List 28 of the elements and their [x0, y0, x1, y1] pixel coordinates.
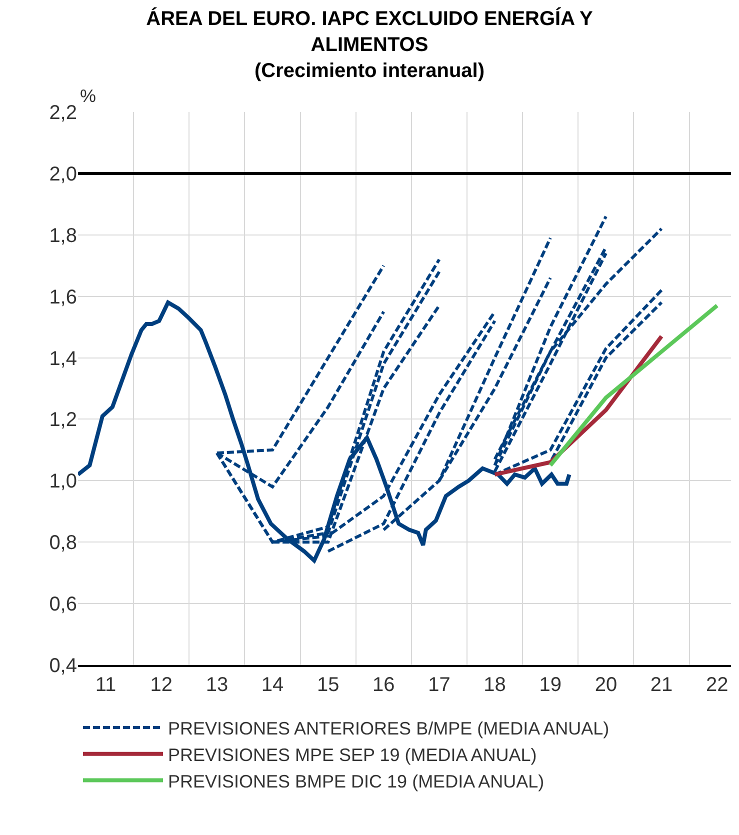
y-tick-label: 2,0: [49, 163, 77, 186]
y-tick-label: 0,4: [49, 655, 77, 677]
y-tick-label: 0,8: [49, 532, 77, 554]
x-tick-label: 14: [261, 674, 284, 696]
x-tick-label: 19: [539, 674, 562, 696]
y-tick-label: 1,0: [49, 470, 77, 493]
y-tick-label: 2,2: [49, 102, 77, 124]
y-tick-label: 1,2: [49, 409, 77, 432]
x-tick-label: 13: [206, 674, 228, 696]
y-tick-label: 0,6: [49, 594, 77, 616]
y-tick-label: 1,4: [49, 348, 77, 370]
y-tick-label: 1,6: [49, 286, 77, 308]
x-tick-label: 20: [594, 674, 618, 696]
y-tick-label: 1,8: [49, 224, 77, 247]
x-tick-label: 21: [650, 674, 673, 696]
legend-label: PREVISIONES ANTERIORES B/MPE (MEDIA ANUAL): [168, 718, 610, 738]
x-tick-label: 12: [150, 674, 172, 696]
chart-subtitle: (Crecimiento interanual): [254, 60, 485, 82]
x-tick-label: 17: [428, 674, 450, 696]
x-tick-label: 15: [316, 674, 340, 696]
x-tick-label: 11: [95, 674, 116, 696]
y-axis-title: %: [80, 86, 96, 106]
legend-label: PREVISIONES BMPE DIC 19 (MEDIA ANUAL): [168, 771, 544, 792]
legend-label: PREVISIONES MPE SEP 19 (MEDIA ANUAL): [168, 744, 537, 765]
x-tick-label: 18: [484, 674, 506, 696]
chart-title: ÁREA DEL EURO. IAPC EXCLUIDO ENERGÍA Y ALIMENTOS: [146, 7, 594, 56]
x-tick-label: 16: [372, 674, 395, 696]
x-tick-label: 22: [706, 674, 728, 696]
